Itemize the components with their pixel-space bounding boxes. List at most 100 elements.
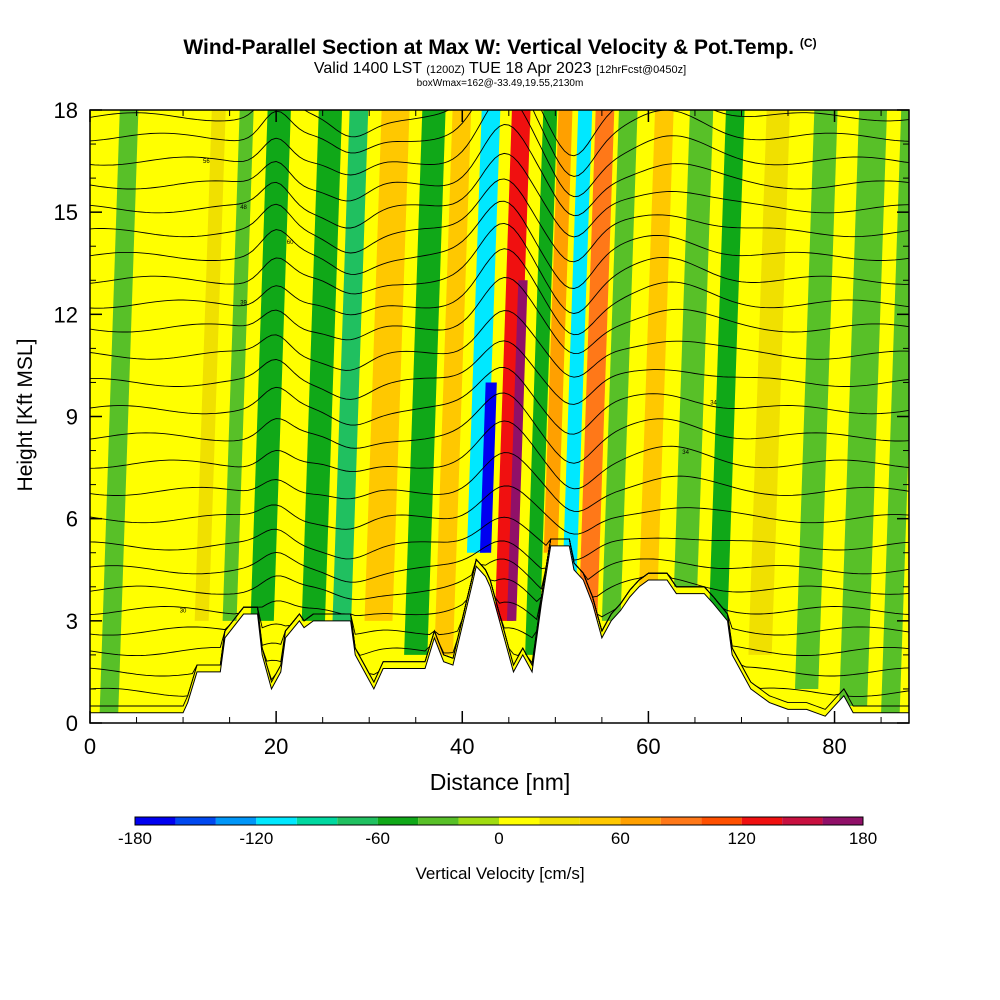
colorbar-swatch xyxy=(499,817,540,825)
copyright-mark: (C) xyxy=(799,36,817,50)
y-tick-label: 9 xyxy=(66,405,78,430)
terrain xyxy=(90,545,909,723)
velocity-band xyxy=(404,110,446,655)
velocity-band xyxy=(708,110,745,621)
colorbar-tick-label: -60 xyxy=(365,829,390,848)
title-text: Wind-Parallel Section at Max W: Vertical… xyxy=(183,36,794,59)
isentrope-line xyxy=(90,277,909,355)
y-tick-label: 0 xyxy=(66,711,78,736)
colorbar-swatch xyxy=(782,817,823,825)
velocity-band xyxy=(674,110,714,587)
velocity-band xyxy=(839,110,888,706)
isentrope-line xyxy=(90,538,909,583)
velocity-band xyxy=(543,110,573,553)
colorbar-label: Vertical Velocity [cm/s] xyxy=(415,864,585,883)
colorbar-tick-label: 60 xyxy=(611,829,630,848)
colorbar-tick-label: 180 xyxy=(849,829,877,848)
colorbar-tick-label: 0 xyxy=(494,829,503,848)
velocity-band xyxy=(466,110,501,553)
axes: 0 20 40 60 80 0 3 6 9 12 15 18 xyxy=(54,98,909,759)
isentrope-line xyxy=(90,516,909,561)
colorbar-swatch xyxy=(620,817,661,825)
isentrope-line xyxy=(90,367,909,435)
colorbar-swatch xyxy=(539,817,580,825)
isentrope-line xyxy=(90,538,909,636)
isentrope-line xyxy=(90,200,909,289)
x-tick-label: 20 xyxy=(264,734,288,759)
isentrope-label: 48 xyxy=(240,205,247,211)
isentrope-line xyxy=(90,392,909,464)
velocity-band xyxy=(301,110,343,621)
isentrope-label: 30 xyxy=(180,609,187,615)
isentrope-line xyxy=(90,538,909,657)
x-tick-label: 60 xyxy=(636,734,660,759)
valid-time-utc: (1200Z) xyxy=(426,64,465,76)
colorbar-tick-label: 120 xyxy=(727,829,755,848)
colorbar-swatch xyxy=(215,817,257,825)
colorbar-swatch xyxy=(135,817,176,825)
colorbar-swatch xyxy=(337,817,378,825)
isentrope-label: 60 xyxy=(287,240,294,246)
colorbar-tick-label: -180 xyxy=(118,829,152,848)
x-axis-label: Distance [nm] xyxy=(429,769,571,795)
velocity-band xyxy=(364,110,410,621)
colorbar-swatch xyxy=(377,817,419,825)
velocity-band xyxy=(506,280,528,621)
isentrope-label: 48 xyxy=(263,92,270,98)
isentropes: 30 34 34 39 60 48 56 48 xyxy=(90,92,909,710)
velocity-band xyxy=(99,110,139,723)
forecast-info: [12hrFcst@0450z] xyxy=(596,64,687,76)
velocity-band xyxy=(578,110,615,621)
x-tick-label: 0 xyxy=(84,734,96,759)
isentrope-label: 34 xyxy=(710,401,717,407)
isentrope-line xyxy=(90,178,909,263)
colorbar-tick-label: -120 xyxy=(239,829,273,848)
colorbar: -180 -120 -60 0 60 120 180 xyxy=(118,816,877,848)
chart-subtitle: Valid 1400 LST (1200Z) TUE 18 Apr 2023 [… xyxy=(0,60,1000,78)
velocity-band xyxy=(881,110,909,713)
isentrope-line xyxy=(90,340,909,405)
velocity-band xyxy=(639,110,674,587)
isentrope-label: 34 xyxy=(682,450,689,456)
y-tick-label: 18 xyxy=(54,98,78,123)
colorbar-frame xyxy=(134,816,864,826)
velocity-band xyxy=(601,110,638,621)
velocity-band xyxy=(748,110,790,655)
colorbar-swatch xyxy=(741,817,783,825)
colorbar-swatch xyxy=(296,817,338,825)
y-tick-label: 12 xyxy=(54,302,78,327)
isentrope-label: 56 xyxy=(203,159,210,165)
isentrope-line xyxy=(90,222,909,314)
velocity-band xyxy=(479,382,497,553)
isentrope-line xyxy=(90,452,909,512)
box-wmax-info: boxWmax=162@-33.49,19.55,2130m xyxy=(416,78,584,89)
velocity-band xyxy=(331,110,369,638)
isentrope-label: 39 xyxy=(240,301,247,307)
plot-area: 30 34 34 39 60 48 56 48 xyxy=(90,92,909,723)
isentrope-line xyxy=(90,110,909,198)
y-tick-label: 6 xyxy=(66,507,78,532)
velocity-bands xyxy=(99,110,909,723)
velocity-band xyxy=(250,110,291,621)
x-tick-label: 80 xyxy=(822,734,846,759)
colorbar-swatch xyxy=(256,817,297,825)
x-tick-label: 40 xyxy=(450,734,474,759)
colorbar-swatch xyxy=(822,817,863,825)
colorbar-swatch xyxy=(579,817,621,825)
y-tick-label: 15 xyxy=(54,200,78,225)
velocity-band xyxy=(194,110,226,621)
valid-time-local: Valid 1400 LST xyxy=(313,60,422,77)
isentrope-line xyxy=(90,485,909,535)
isentrope-line xyxy=(90,310,909,378)
chart-title: Wind-Parallel Section at Max W: Vertical… xyxy=(0,36,1000,60)
colorbar-swatch xyxy=(458,817,499,825)
isentrope-line xyxy=(90,152,909,238)
velocity-band xyxy=(222,110,254,621)
isentrope-line xyxy=(90,538,909,600)
isentrope-line xyxy=(90,538,909,618)
colorbar-swatch xyxy=(701,817,742,825)
colorbar-swatch xyxy=(660,817,702,825)
isentrope-line xyxy=(90,248,909,336)
velocity-band xyxy=(562,110,593,587)
